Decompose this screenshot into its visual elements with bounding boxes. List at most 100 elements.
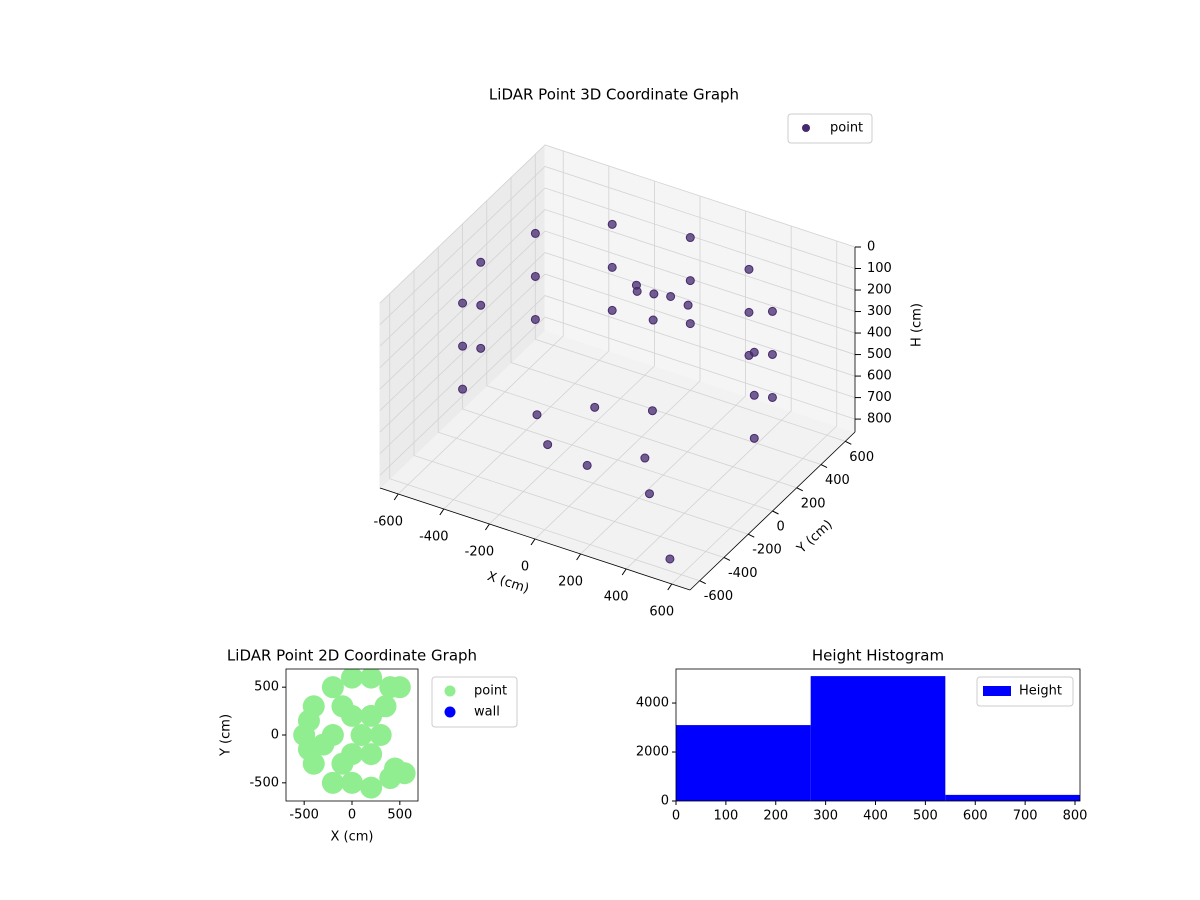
- point: [388, 676, 411, 699]
- point: [744, 350, 754, 360]
- point: [331, 752, 354, 775]
- legend-swatch: [983, 686, 1011, 696]
- point: [532, 410, 542, 420]
- x-tick: [576, 553, 582, 561]
- z-tick-label: 200: [867, 283, 892, 298]
- y-tick-label: 0: [661, 794, 669, 809]
- x-tick-label: 600: [963, 809, 988, 824]
- chart-title: LiDAR Point 2D Coordinate Graph: [227, 647, 477, 665]
- x-axis-label: X (cm): [331, 830, 374, 845]
- x-tick-label: 500: [387, 808, 412, 823]
- x-tick-label: 500: [913, 809, 938, 824]
- point: [648, 315, 658, 325]
- z-tick-label: 600: [867, 369, 892, 384]
- grid-line: [534, 154, 846, 442]
- point: [767, 392, 777, 402]
- x-tick-label: 300: [813, 809, 838, 824]
- y-tick: [820, 464, 828, 468]
- point: [321, 771, 344, 794]
- bar: [676, 725, 811, 801]
- x-tick: [484, 523, 490, 531]
- z-axis-label: H (cm): [910, 303, 925, 347]
- point: [393, 762, 416, 785]
- z-tick-label: 700: [867, 390, 892, 405]
- z-tick-label: 400: [867, 326, 892, 341]
- x-tick-label: 800: [1063, 809, 1088, 824]
- x-tick: [393, 493, 399, 501]
- grid-line: [389, 293, 700, 582]
- grid-line: [580, 211, 746, 555]
- grid-line: [489, 181, 655, 525]
- point: [647, 406, 657, 416]
- point: [341, 669, 363, 689]
- x-tick-label: -500: [289, 808, 319, 823]
- legend-label: point: [830, 121, 863, 136]
- x-tick-label: 0: [521, 560, 529, 575]
- x-tick-label: 200: [558, 575, 583, 590]
- y-tick: [699, 580, 706, 585]
- x-tick-label: 700: [1013, 809, 1038, 824]
- point: [685, 233, 695, 243]
- x-tick: [667, 583, 673, 591]
- point: [640, 453, 650, 463]
- point: [341, 771, 363, 794]
- point: [530, 228, 540, 238]
- point: [607, 262, 617, 272]
- point: [649, 289, 659, 299]
- z-tick-label: 300: [867, 304, 892, 319]
- point: [530, 271, 540, 281]
- x-tick-label: -600: [373, 515, 403, 530]
- z-tick-label: 800: [867, 412, 892, 427]
- point: [530, 314, 540, 324]
- y-tick-label: -400: [728, 566, 758, 581]
- grid-line: [534, 196, 701, 540]
- chart-title: Height Histogram: [812, 647, 944, 665]
- point: [631, 280, 641, 290]
- x-tick-label: 100: [713, 809, 738, 824]
- grid-line: [443, 166, 610, 510]
- grid-line: [379, 230, 856, 390]
- grid-line: [437, 247, 749, 535]
- x-tick-label: 400: [604, 590, 629, 605]
- grid-line: [486, 200, 797, 489]
- grid-line: [379, 252, 856, 411]
- point: [685, 276, 695, 286]
- y-tick-label: 400: [825, 473, 850, 488]
- point: [297, 709, 320, 732]
- z-tick-label: 500: [867, 347, 892, 362]
- point: [607, 305, 617, 315]
- grid-line: [671, 241, 838, 585]
- x-tick-label: 0: [672, 809, 680, 824]
- legend-box: [976, 676, 1074, 707]
- x-tick-label: 400: [863, 809, 888, 824]
- point: [749, 390, 759, 400]
- grid-line: [379, 187, 856, 347]
- y-tick-label: 0: [777, 520, 785, 535]
- axes-frame: [675, 668, 1081, 802]
- point: [374, 695, 397, 718]
- point: [683, 300, 693, 310]
- point: [665, 554, 675, 564]
- z-tick-label: 100: [867, 261, 892, 276]
- point: [644, 489, 654, 499]
- legend-marker: [444, 685, 456, 697]
- x-tick-label: 600: [649, 605, 674, 620]
- y-tick-label: -600: [704, 589, 734, 604]
- y-tick-label: 2000: [636, 745, 669, 760]
- x-tick: [439, 508, 445, 516]
- point: [360, 776, 383, 799]
- legend-label: Height: [1019, 684, 1062, 699]
- grid-line: [510, 177, 822, 465]
- chart-title: LiDAR Point 3D Coordinate Graph: [489, 86, 739, 104]
- legend-marker: [444, 706, 456, 718]
- point: [685, 319, 695, 329]
- x-tick-label: -200: [465, 545, 495, 560]
- grid-line: [379, 144, 856, 304]
- x-tick-label: 0: [348, 808, 356, 823]
- y-tick-label: -200: [752, 543, 782, 558]
- point: [749, 433, 759, 443]
- y-tick: [772, 510, 779, 515]
- x-tick: [621, 568, 627, 576]
